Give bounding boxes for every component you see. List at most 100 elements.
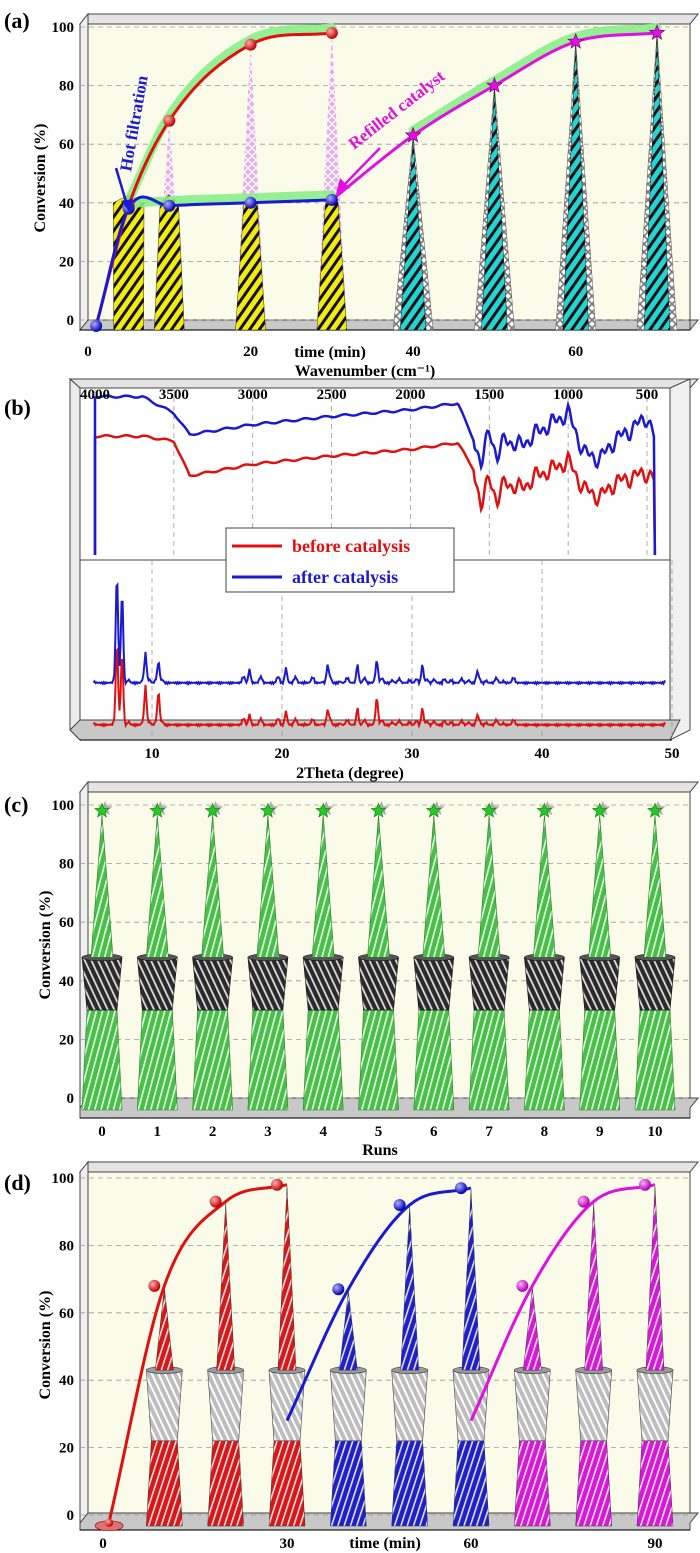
- panel-c-bar-spike: [256, 814, 280, 958]
- panel-c-y-tick: 60: [59, 915, 74, 931]
- panel-a-point-marker: [325, 193, 338, 206]
- panel-a-bars: [113, 32, 678, 331]
- panel-b-top-tick: 2500: [317, 387, 347, 403]
- panel-d-x-tick: 0: [99, 1536, 107, 1552]
- panel-a-label: (a): [4, 8, 30, 33]
- panel-b-pxrd-line: [92, 646, 667, 729]
- panel-b-top-tick: 4000: [80, 387, 110, 403]
- panel-c-bar-spike: [201, 814, 224, 958]
- panel-c-star-marker: [149, 802, 166, 818]
- panel-c-bar-spike: [145, 814, 169, 958]
- panel-c-bar-base: [247, 1009, 289, 1111]
- panel-b-top-tick: 2000: [395, 387, 425, 403]
- panel-a-y-tick: 0: [67, 313, 75, 329]
- panel-c-x-tick: 6: [430, 1124, 438, 1140]
- panel-d-x-label: time (min): [349, 1535, 421, 1552]
- panel-a-point-marker: [163, 199, 176, 212]
- refilled-catalyst-arrowhead: [336, 178, 350, 194]
- panel-c-top-wall: [78, 781, 700, 793]
- panel-d-x-tick: 90: [648, 1536, 663, 1552]
- panel-d-point-marker: [577, 1195, 590, 1208]
- panel-d-point-marker: [148, 1279, 161, 1292]
- panel-a-point-marker: [90, 319, 103, 332]
- panel-d-bar-base: [452, 1440, 490, 1527]
- panel-a-x-label: time (min): [294, 344, 366, 361]
- panel-b-series: [92, 394, 667, 729]
- panel-b-label: (b): [4, 395, 31, 420]
- panel-b-pxrd-line: [92, 582, 667, 687]
- panel-b-right-wall: [669, 378, 691, 741]
- panel-a-x-tick: 40: [406, 344, 421, 360]
- panel-c-bar-base: [136, 1009, 178, 1111]
- panel-d-x-tick: 60: [464, 1536, 479, 1552]
- panel-c-star-marker: [370, 802, 387, 818]
- panel-a-bar: [643, 36, 671, 331]
- panel-a-y-tick: 20: [59, 254, 74, 270]
- panel-a-ticks: 0 20 40 60 80 100 0 20 40 60: [52, 20, 584, 360]
- panel-a-x-tick: 60: [568, 344, 583, 360]
- panel-c-bar-collar: [524, 957, 565, 1011]
- panel-c-y-tick: 100: [52, 798, 75, 814]
- panel-d-bar-spike: [216, 1203, 235, 1371]
- panel-d-point-marker: [393, 1198, 406, 1211]
- panel-b-x-tick: 20: [275, 746, 290, 762]
- panel-c-label: (c): [4, 792, 28, 817]
- panel-d-bar-collar: [575, 1369, 612, 1442]
- panel-a-star-marker: [567, 32, 585, 49]
- panel-d-y-tick: 80: [59, 1238, 74, 1254]
- panel-d-point-marker: [332, 1283, 345, 1296]
- panel-b-top-axis-label: Wavenumber (cm⁻¹): [295, 363, 435, 380]
- panel-d-top-wall: [78, 1161, 700, 1173]
- panel-c-star-marker: [647, 802, 663, 818]
- panel-d-bar-collar: [207, 1369, 244, 1442]
- panel-c-star-marker: [204, 802, 221, 818]
- panel-d: 0 20 40 60 80 100 0 30 60 90 (d) Conversion (%) t…: [4, 1160, 700, 1552]
- panel-c-bar-spike: [311, 814, 335, 958]
- panel-c-bar-collar: [579, 957, 621, 1011]
- panel-d-markers: [94, 1178, 651, 1532]
- panel-b-x-tick: 50: [665, 746, 680, 762]
- panel-a-side-wall: [79, 12, 89, 332]
- panel-d-bar-base: [146, 1440, 183, 1527]
- panel-d-series-line: [285, 1186, 472, 1422]
- panel-a-point-marker: [325, 26, 338, 39]
- panel-d-bar-base: [636, 1440, 674, 1527]
- panel-b-x-tick: 40: [535, 746, 550, 762]
- panel-c-bar-collar: [634, 957, 676, 1011]
- panel-b-x-tick: 10: [145, 746, 160, 762]
- panel-b-x-label: 2Theta (degree): [296, 765, 404, 782]
- panel-a-point-marker: [244, 38, 257, 51]
- panel-d-bar-spike: [277, 1186, 297, 1371]
- panel-c: 0 20 40 60 80 100 0 1 2 3 4 5 6 7 8 9 10 (c) Conversion …: [4, 780, 700, 1159]
- panel-a-y-label: Conversion (%): [32, 124, 49, 233]
- panel-d-bar-base: [268, 1440, 306, 1527]
- panel-d-point-marker: [639, 1178, 651, 1191]
- panel-b-legend-box: [225, 527, 455, 593]
- legend-after-label: after catalysis: [292, 567, 398, 587]
- panel-a-x-tick: 20: [243, 344, 258, 360]
- panel-c-bar-collar: [136, 957, 178, 1011]
- panel-c-star-marker: [259, 802, 276, 818]
- panel-d-y-tick: 0: [67, 1508, 75, 1524]
- refilled-catalyst-arrow: [342, 147, 381, 187]
- panel-d-point-marker: [105, 1518, 114, 1527]
- panel-a-bar: [399, 139, 427, 331]
- panel-c-x-tick: 5: [375, 1124, 383, 1140]
- panel-c-bar-collar: [302, 957, 344, 1011]
- panel-c-y-label: Conversion (%): [37, 891, 54, 1000]
- panel-d-bar-spike: [155, 1287, 174, 1371]
- panel-a-top-wall: [78, 13, 700, 25]
- panel-c-bar-base: [358, 1009, 399, 1111]
- panel-a-point-marker: [163, 114, 176, 127]
- panel-a-glow-band: [124, 190, 337, 209]
- panel-c-star-marker: [591, 802, 608, 818]
- panel-a-point-marker: [244, 196, 257, 209]
- panel-c-bar-base: [634, 1009, 676, 1111]
- panel-d-point-marker: [455, 1182, 467, 1195]
- panel-d-label: (d): [4, 1170, 31, 1195]
- panel-c-bars: [81, 800, 676, 1111]
- panel-a-glow-band: [408, 23, 662, 135]
- panel-d-bar-spike: [523, 1287, 542, 1371]
- panel-b-top-tick: 3500: [159, 387, 189, 403]
